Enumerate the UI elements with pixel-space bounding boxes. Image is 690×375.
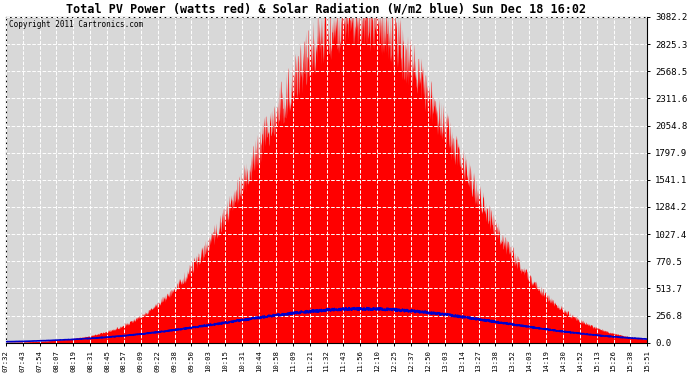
Title: Total PV Power (watts red) & Solar Radiation (W/m2 blue) Sun Dec 18 16:02: Total PV Power (watts red) & Solar Radia… <box>66 3 586 16</box>
Text: Copyright 2011 Cartronics.com: Copyright 2011 Cartronics.com <box>9 20 143 29</box>
